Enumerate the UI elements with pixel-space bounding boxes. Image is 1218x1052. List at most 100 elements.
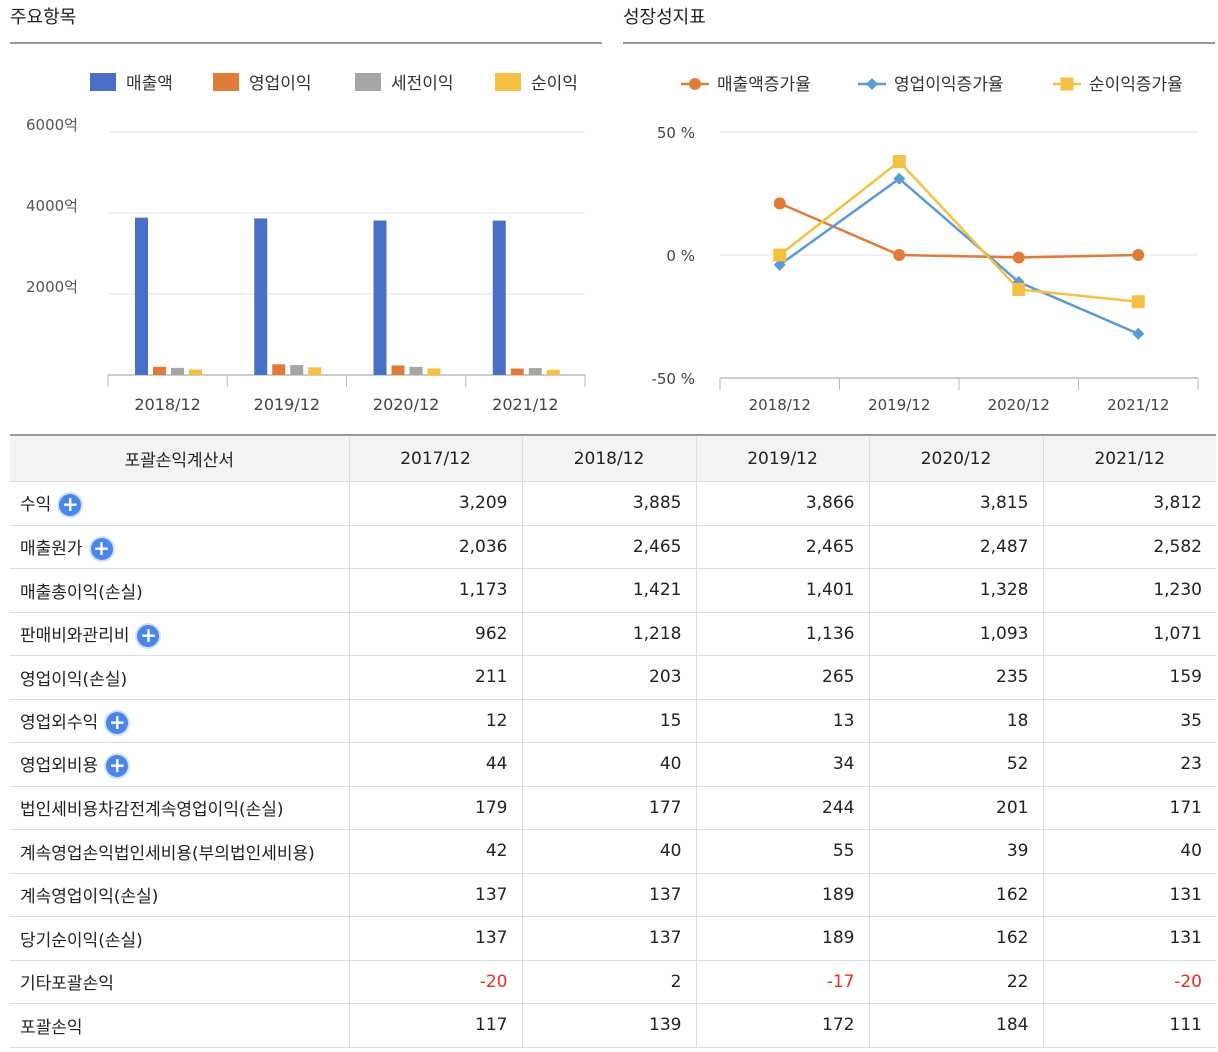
bar-순이익 [308, 367, 322, 375]
row-label: 영업이익(손실) [20, 669, 128, 690]
value-cell: 962 [348, 611, 523, 656]
legend-label: 매출액증가율 [717, 75, 811, 95]
header-statement: 포괄손익계산서 [10, 434, 350, 482]
y-tick-label: 6000억 [26, 116, 78, 134]
value-cell: 18 [868, 698, 1044, 743]
row-label-cell: 당기순이익(손실) [10, 916, 350, 961]
legend-marker [866, 78, 878, 90]
bar-매출액 [135, 217, 148, 375]
table-row: 당기순이익(손실) 137 137 189 162 131 [10, 916, 1216, 961]
expand-plus-icon[interactable]: + [90, 537, 113, 560]
bar-세전이익 [171, 367, 184, 375]
bar-세전이익 [528, 368, 542, 375]
header-year: 2020/12 [868, 434, 1044, 482]
legend-label: 순이익 [531, 74, 578, 94]
value-cell: 1,230 [1042, 568, 1216, 613]
table-row: 영업외비용 +44 40 34 52 23 [10, 742, 1216, 787]
row-label-cell: 계속영업손익법인세비용(부의법인세비용) [10, 829, 350, 874]
row-label: 포괄손익 [20, 1017, 83, 1038]
value-cell: 2,582 [1042, 524, 1216, 569]
value-cell: 265 [695, 655, 870, 700]
main-items-title: 주요항목 [10, 0, 602, 44]
value-cell: 2,465 [521, 524, 697, 569]
bar-매출액 [254, 218, 268, 375]
table-row: 기타포괄손익 -20 2 -17 22 -20 [10, 959, 1216, 1004]
value-cell: 42 [348, 829, 523, 874]
bar-순이익 [546, 369, 560, 375]
legend-label: 영업이익 [249, 74, 312, 94]
value-cell: 159 [1042, 655, 1216, 700]
value-cell: 117 [348, 1003, 523, 1048]
table-row: 수익 +3,209 3,885 3,866 3,815 3,812 [10, 481, 1216, 526]
value-cell: 2,487 [868, 524, 1044, 569]
table-row: 포괄손익 117 139 172 184 111 [10, 1003, 1216, 1048]
header-year: 2019/12 [695, 434, 870, 482]
value-cell: 40 [521, 742, 697, 787]
row-label-cell: 매출총이익(손실) [10, 568, 350, 613]
table-row: 판매비와관리비 +962 1,218 1,136 1,093 1,071 [10, 611, 1216, 656]
value-cell: 211 [348, 655, 523, 700]
row-label: 매출원가 [20, 538, 83, 559]
expand-plus-icon[interactable]: + [106, 711, 129, 734]
value-cell: 162 [868, 916, 1044, 961]
data-point-영업이익증가율 [1132, 327, 1145, 340]
value-cell: 1,071 [1042, 611, 1216, 656]
value-cell: 203 [521, 655, 697, 700]
series-line-순이익증가율 [778, 159, 1139, 303]
main-items-bar-chart: 2000억 4000억 6000억 2018/12 2019/12 2020/12 2021… [26, 73, 586, 414]
value-cell: 1,218 [521, 611, 697, 656]
value-cell: 139 [521, 1003, 697, 1048]
value-cell: 3,885 [521, 481, 697, 526]
value-cell: 171 [1042, 785, 1216, 830]
value-cell: 137 [348, 872, 523, 917]
expand-plus-icon[interactable]: + [137, 624, 160, 647]
value-cell: 55 [695, 829, 870, 874]
legend-label: 매출액 [126, 74, 173, 94]
value-cell: 44 [348, 742, 523, 787]
growth-indicators-panel: 성장성지표 [623, 0, 1215, 44]
row-label-cell: 영업이익(손실) [10, 655, 350, 700]
value-cell: 1,401 [695, 568, 870, 613]
row-label-cell: 영업외비용 + [10, 742, 350, 787]
row-label-cell: 판매비와관리비 + [10, 611, 350, 656]
value-cell: 22 [868, 959, 1044, 1004]
value-cell: 244 [695, 785, 870, 830]
data-point-매출액증가율 [893, 249, 906, 261]
value-cell: -20 [348, 959, 523, 1004]
x-tick-label: 2018/12 [749, 396, 811, 414]
bar-순이익 [427, 368, 441, 375]
value-cell: 179 [348, 785, 523, 830]
data-point-매출액증가율 [1132, 249, 1145, 261]
row-label-cell: 수익 + [10, 481, 350, 526]
row-label: 영업외수익 [20, 712, 99, 733]
value-cell: 1,173 [348, 568, 523, 613]
expand-plus-icon[interactable]: + [59, 494, 82, 517]
bar-영업이익 [153, 366, 166, 375]
data-point-순이익증가율 [892, 155, 906, 169]
row-label: 계속영업손익법인세비용(부의법인세비용) [20, 843, 315, 864]
legend-marker [689, 78, 701, 90]
legend-swatch [355, 73, 381, 91]
legend-label: 영업이익증가율 [894, 75, 1003, 95]
value-cell: 23 [1042, 742, 1216, 787]
table-header-row: 포괄손익계산서 2017/12 2018/12 2019/12 2020/12 2021/… [10, 434, 1216, 482]
data-point-매출액증가율 [1012, 251, 1025, 264]
value-cell: 137 [521, 916, 697, 961]
value-cell: -20 [1042, 959, 1216, 1004]
expand-plus-icon[interactable]: + [106, 755, 129, 778]
value-cell: 2,036 [348, 524, 523, 569]
value-cell: 177 [521, 785, 697, 830]
row-label-cell: 기타포괄손익 [10, 959, 350, 1004]
value-cell: 3,812 [1042, 481, 1216, 526]
table-row: 매출총이익(손실) 1,173 1,421 1,401 1,328 1,230 [10, 568, 1216, 613]
series-line-영업이익증가율 [779, 177, 1139, 335]
x-tick-label: 2019/12 [868, 396, 930, 414]
value-cell: 131 [1042, 916, 1216, 961]
y-tick-label: 4000억 [26, 197, 78, 215]
table-row: 계속영업이익(손실) 137 137 189 162 131 [10, 872, 1216, 917]
header-year: 2018/12 [521, 434, 697, 482]
value-cell: 34 [695, 742, 870, 787]
value-cell: 131 [1042, 872, 1216, 917]
legend-swatch [213, 73, 239, 91]
income-statement-table: 포괄손익계산서 2017/12 2018/12 2019/12 2020/12 2021/… [10, 434, 1216, 1048]
